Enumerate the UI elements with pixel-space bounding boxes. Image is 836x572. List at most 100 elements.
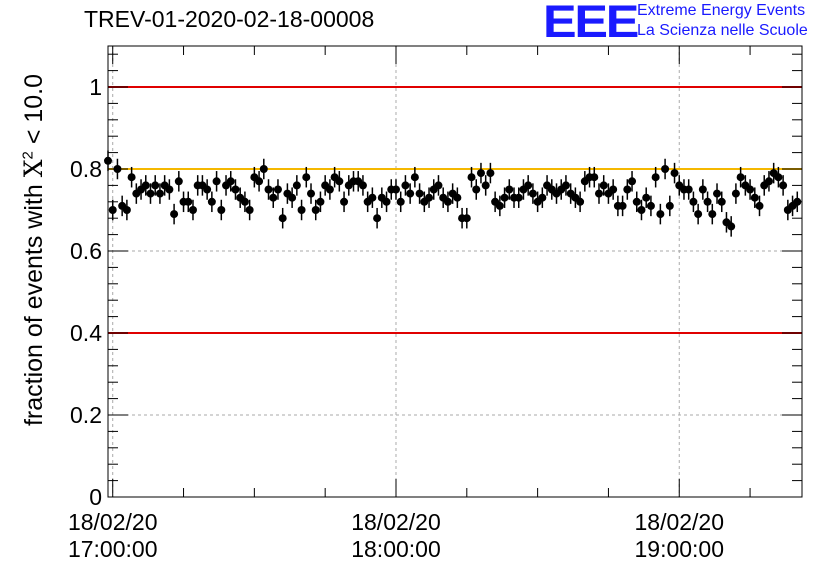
data-point xyxy=(292,181,301,190)
data-point xyxy=(108,206,117,214)
data-point xyxy=(231,185,240,194)
data-point xyxy=(325,185,334,194)
data-point xyxy=(335,177,344,186)
data-point xyxy=(170,210,179,219)
data-point xyxy=(623,185,632,194)
x-tick-label-date: 18/02/20 xyxy=(68,509,158,535)
data-point xyxy=(415,189,424,198)
data-point xyxy=(609,185,618,194)
data-point xyxy=(628,177,637,186)
plot-frame xyxy=(107,45,803,498)
data-point xyxy=(226,177,235,186)
y-tick-label: 0.2 xyxy=(70,402,102,428)
data-point xyxy=(443,197,452,206)
data-point xyxy=(481,181,490,190)
y-tick-label: 0 xyxy=(89,484,102,510)
data-point xyxy=(779,181,788,190)
data-point xyxy=(495,201,504,210)
data-point xyxy=(406,189,415,198)
data-point xyxy=(755,201,764,210)
y-tick-label: 0.8 xyxy=(70,156,102,182)
data-point xyxy=(188,206,197,214)
eee-logo-mark: EEE xyxy=(543,0,639,47)
data-point xyxy=(269,193,278,202)
eee-logo-line1: Extreme Energy Events xyxy=(637,2,806,19)
x-tick-label-time: 17:00:00 xyxy=(68,536,158,562)
data-point xyxy=(599,181,608,190)
data-point xyxy=(273,185,282,194)
data-point xyxy=(165,185,174,194)
data-point xyxy=(524,181,533,190)
data-point xyxy=(646,201,655,210)
data-point xyxy=(651,173,660,182)
data-point xyxy=(472,185,481,194)
data-point xyxy=(212,177,221,186)
data-point xyxy=(396,197,405,206)
data-point xyxy=(453,193,462,202)
x-tick-label-time: 19:00:00 xyxy=(634,536,724,562)
data-point xyxy=(505,185,514,194)
data-point xyxy=(642,193,651,202)
data-point xyxy=(656,210,665,219)
data-point xyxy=(694,210,703,219)
data-point xyxy=(500,193,509,202)
data-point xyxy=(207,197,216,206)
data-point xyxy=(618,201,627,210)
data-point xyxy=(151,181,160,190)
data-point xyxy=(297,206,306,214)
data-point xyxy=(514,193,523,202)
data-point xyxy=(698,185,707,194)
data-point xyxy=(561,181,570,190)
x-tick-label-date: 18/02/20 xyxy=(634,509,724,535)
data-point xyxy=(245,206,254,214)
data-point xyxy=(661,165,670,173)
data-point xyxy=(576,197,585,206)
data-point xyxy=(217,206,226,214)
data-point xyxy=(462,214,471,223)
data-point xyxy=(528,189,537,198)
y-tick-label: 0.6 xyxy=(70,238,102,264)
data-point xyxy=(708,210,717,219)
data-point xyxy=(302,173,311,182)
data-point xyxy=(703,197,712,206)
data-point xyxy=(793,197,802,206)
data-point xyxy=(594,189,603,198)
data-point xyxy=(410,173,419,182)
data-point xyxy=(104,156,112,165)
data-point xyxy=(476,169,485,178)
data-point xyxy=(764,177,773,186)
data-point xyxy=(146,189,155,198)
data-point xyxy=(358,181,367,190)
data-point xyxy=(373,214,382,223)
data-point xyxy=(401,181,410,190)
data-point xyxy=(278,214,287,223)
data-point xyxy=(590,173,599,182)
x-tick-label-date: 18/02/20 xyxy=(351,509,441,535)
data-point xyxy=(467,173,476,182)
data-point xyxy=(127,173,136,182)
data-point xyxy=(750,193,759,202)
data-point xyxy=(122,206,131,214)
data-point xyxy=(746,185,755,194)
data-point xyxy=(311,206,320,214)
eee-logo-line2: La Scienza nelle Scuole xyxy=(637,22,808,39)
y-tick-label: 0.4 xyxy=(70,320,102,346)
data-point xyxy=(425,193,434,202)
x-tick-label-time: 18:00:00 xyxy=(351,536,441,562)
data-point xyxy=(665,201,674,210)
data-point xyxy=(184,197,193,206)
data-point xyxy=(774,173,783,182)
data-point xyxy=(203,185,212,194)
data-point xyxy=(255,177,264,186)
data-point xyxy=(727,222,736,231)
data-point xyxy=(155,189,164,198)
data-point xyxy=(486,169,495,178)
data-point xyxy=(434,181,443,190)
data-point xyxy=(141,181,150,190)
data-point xyxy=(731,189,740,198)
data-point xyxy=(382,197,391,206)
data-point xyxy=(259,165,268,173)
data-point xyxy=(307,189,316,198)
